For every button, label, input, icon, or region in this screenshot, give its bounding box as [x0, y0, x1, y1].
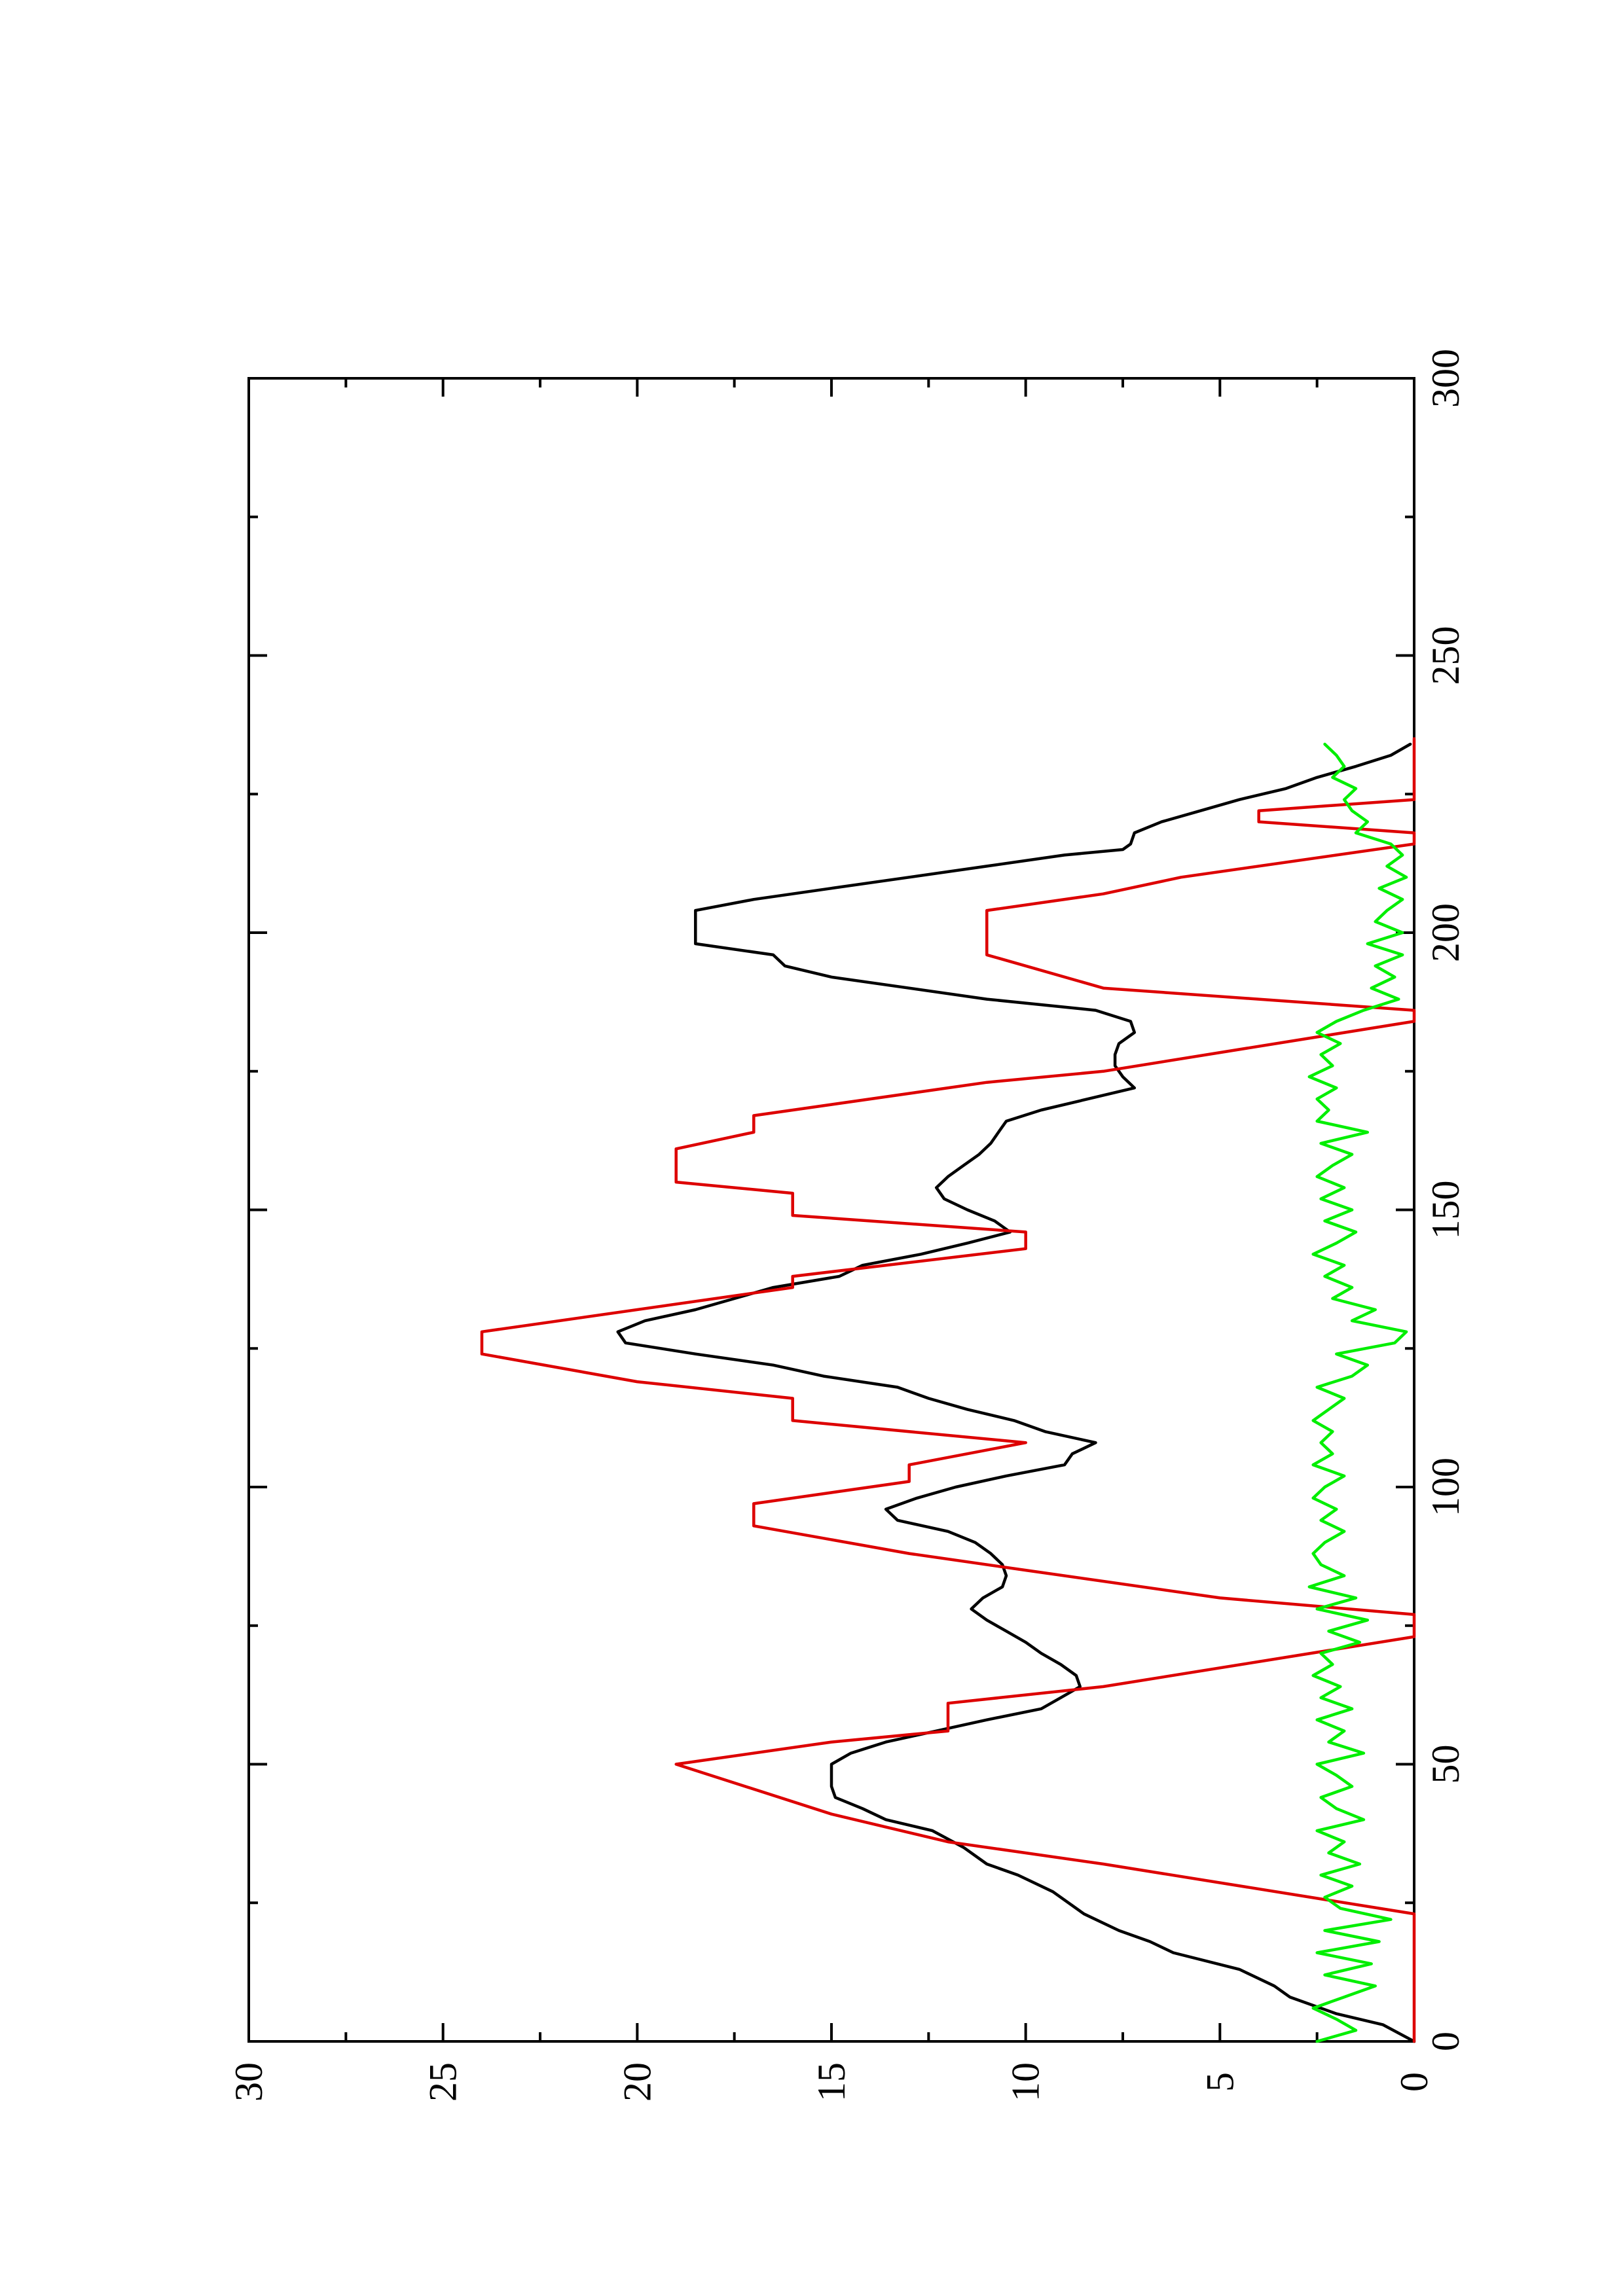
series-layer [480, 737, 1416, 2043]
y-tick-label: 30 [227, 2062, 270, 2102]
tick-labels: 0 50 100 150 200 250 300 0 5 10 15 20 25 30 [227, 349, 1467, 2102]
series-line-2 [480, 737, 1416, 2043]
y-tick-label: 15 [810, 2062, 853, 2102]
y-tick-label: 25 [422, 2062, 465, 2102]
y-tick-label: 5 [1198, 2072, 1241, 2092]
x-tick-label: 300 [1424, 349, 1467, 408]
plot-frame [247, 377, 1415, 2043]
y-tick-label: 0 [1393, 2072, 1436, 2092]
x-tick-label: 0 [1424, 2032, 1467, 2051]
x-tick-label: 50 [1424, 1745, 1467, 1784]
series-line-1 [616, 742, 1416, 2043]
x-tick-label: 150 [1424, 1181, 1467, 1240]
y-tick-label: 20 [615, 2062, 659, 2102]
x-tick-label: 100 [1424, 1458, 1467, 1516]
axis-ticks [247, 377, 1415, 2043]
x-tick-label: 250 [1424, 626, 1467, 685]
y-tick-label: 10 [1004, 2062, 1048, 2102]
x-tick-label: 200 [1424, 903, 1467, 962]
plot-area: 0 50 100 150 200 250 300 0 5 10 15 20 25 30 [227, 349, 1467, 2102]
series-line-3 [1307, 742, 1408, 2043]
